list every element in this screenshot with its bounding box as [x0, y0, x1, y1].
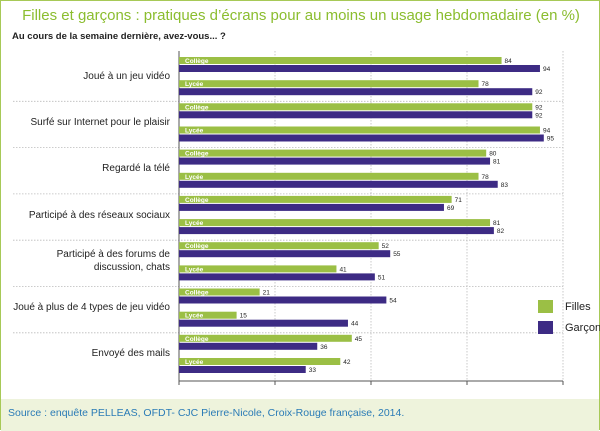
data-label-garcons: 55: [393, 251, 401, 258]
bar-filles: [179, 195, 452, 203]
data-label-garcons: 94: [543, 66, 551, 73]
subgroup-label: Collège: [185, 151, 209, 158]
data-label-filles: 42: [343, 359, 351, 366]
data-label-garcons: 82: [497, 228, 505, 235]
bar-garcons: [179, 65, 540, 72]
bar-filles: [179, 80, 479, 88]
category-label: Regardé la télé: [102, 163, 170, 175]
chart-title: Filles et garçons : pratiques d’écrans p…: [22, 7, 580, 24]
bar-filles: [179, 126, 540, 134]
bar-filles: [179, 219, 491, 227]
subgroup-label: Lycée: [185, 81, 204, 88]
legend-swatch-filles: [538, 300, 553, 313]
bar-garcons: [179, 134, 544, 142]
data-label-garcons: 54: [389, 298, 397, 305]
chart-subtitle: Au cours de la semaine dernière, avez-vo…: [12, 31, 226, 42]
bar-garcons: [179, 111, 533, 119]
data-label-filles: 92: [535, 104, 543, 111]
data-label-garcons: 69: [447, 205, 455, 212]
subgroup-label: Lycée: [185, 313, 204, 320]
data-label-garcons: 92: [535, 89, 543, 96]
bar-garcons: [179, 366, 306, 373]
bar-garcons: [179, 203, 444, 211]
subgroup-label: Collège: [185, 197, 209, 204]
legend-item-filles: Filles: [538, 300, 591, 313]
bar-filles: [179, 242, 379, 250]
data-label-filles: 84: [505, 58, 513, 65]
category-label: Joué à plus de 4 types de jeu vidéo: [13, 302, 170, 314]
subgroup-label: Collège: [185, 58, 209, 65]
category-label: Participé à des réseaux sociaux: [28, 209, 170, 221]
subgroup-label: Lycée: [185, 266, 204, 273]
subgroup-label: Lycée: [185, 359, 204, 366]
data-label-garcons: 51: [378, 274, 386, 281]
bar-garcons: [179, 180, 498, 188]
data-label-garcons: 36: [320, 344, 328, 351]
bar-garcons: [179, 342, 318, 350]
bar-filles: [179, 103, 533, 111]
bar-filles: [179, 358, 341, 365]
data-label-filles: 78: [482, 81, 490, 88]
data-label-filles: 81: [493, 220, 501, 227]
bar-filles: [179, 334, 352, 342]
category-label: Surfé sur Internet pour le plaisir: [30, 116, 170, 128]
bar-garcons: [179, 227, 494, 235]
category-label: Envoyé des mails: [91, 348, 170, 360]
source-note: Source : enquête PELLEAS, OFDT- CJC Pier…: [1, 399, 599, 431]
data-label-filles: 52: [382, 243, 390, 250]
bar-filles: [179, 311, 237, 319]
data-label-filles: 71: [455, 197, 463, 204]
bar-filles: [179, 57, 502, 64]
subgroup-label: Collège: [185, 336, 209, 343]
bar-garcons: [179, 319, 348, 327]
bar-garcons: [179, 88, 533, 96]
data-label-garcons: 95: [547, 136, 555, 143]
subgroup-label: Lycée: [185, 128, 204, 135]
data-label-filles: 41: [339, 266, 347, 273]
legend-swatch-garcons: [538, 321, 553, 334]
bar-garcons: [179, 273, 375, 281]
subgroup-label: Collège: [185, 104, 209, 111]
data-label-filles: 21: [263, 290, 271, 297]
legend-label-filles: Filles: [565, 300, 591, 313]
category-label: Joué à un jeu vidéo: [83, 70, 170, 82]
bar-filles: [179, 288, 260, 296]
data-label-filles: 45: [355, 336, 363, 343]
data-label-filles: 15: [240, 313, 248, 320]
bar-filles: [179, 172, 479, 180]
legend-label-garcons: Garçons: [565, 321, 600, 334]
data-label-garcons: 81: [493, 159, 501, 166]
bar-garcons: [179, 157, 491, 165]
data-label-filles: 94: [543, 128, 551, 135]
category-label: Participé à des forums de discussion, ch…: [56, 249, 170, 274]
bar-filles: [179, 265, 337, 273]
data-label-garcons: 83: [501, 182, 509, 189]
data-label-filles: 78: [482, 174, 490, 181]
legend-item-garcons: Garçons: [538, 321, 600, 334]
subgroup-label: Collège: [185, 243, 209, 250]
bar-garcons: [179, 296, 387, 304]
data-label-filles: 80: [489, 151, 497, 158]
subgroup-label: Lycée: [185, 174, 204, 181]
subgroup-label: Lycée: [185, 220, 204, 227]
bar-filles: [179, 149, 487, 157]
data-label-garcons: 33: [309, 367, 317, 374]
data-label-garcons: 92: [535, 112, 543, 119]
subgroup-label: Collège: [185, 290, 209, 297]
data-label-garcons: 44: [351, 321, 359, 328]
bar-garcons: [179, 250, 391, 258]
